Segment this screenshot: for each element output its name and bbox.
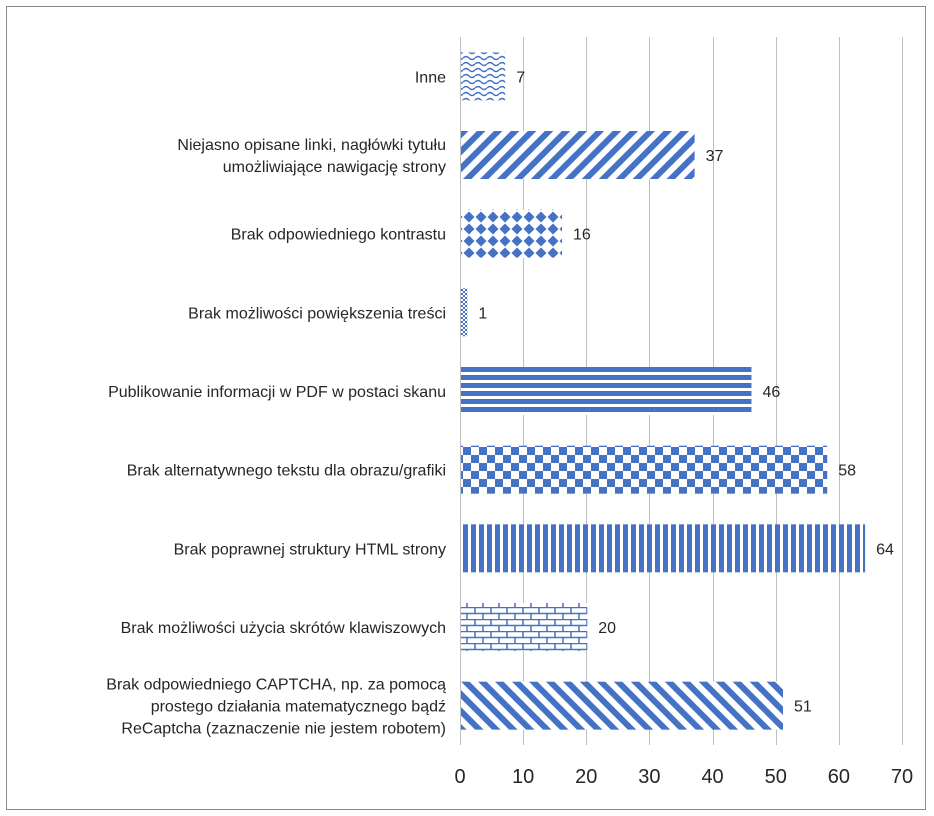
category-label-line: Brak możliwości użycia skrótów klawiszow… [121, 620, 446, 637]
labels: 0 10 20 30 40 50 60 70 7 Inne 37 Niejasno opisane l… [106, 69, 913, 788]
category-label: Brak odpowiedniego kontrastu [231, 227, 446, 244]
x-tick-label: 50 [765, 766, 787, 788]
category-label-line: umożliwiające nawigację strony [223, 159, 446, 176]
data-label: 20 [598, 620, 616, 637]
bar [461, 131, 695, 179]
category-label: Inne [415, 69, 446, 86]
category-label: Publikowanie informacji w PDF w postaci … [108, 384, 446, 401]
category-label-line: Brak alternatywnego tekstu dla obrazu/gr… [127, 463, 446, 480]
category-label-line: Inne [415, 69, 446, 86]
category-label-line: Publikowanie informacji w PDF w postaci … [108, 384, 446, 401]
bar [461, 209, 563, 258]
data-label: 64 [876, 541, 894, 558]
data-label: 16 [573, 227, 591, 244]
bar [461, 288, 468, 337]
data-label: 1 [478, 305, 487, 322]
category-label-line: Brak odpowiedniego CAPTCHA, np. za pomoc… [106, 677, 446, 694]
data-label: 58 [838, 463, 856, 480]
bar [461, 524, 866, 573]
category-label: Niejasno opisane linki, nagłówki tytułu u… [177, 137, 446, 176]
category-label: Brak odpowiedniego CAPTCHA, np. za pomoc… [106, 677, 446, 738]
data-label: 46 [762, 384, 780, 401]
data-label: 37 [706, 148, 724, 165]
category-label-line: Niejasno opisane linki, nagłówki tytułu [177, 137, 446, 154]
category-label: Brak możliwości powiększenia treści [188, 305, 446, 322]
bars [461, 52, 866, 730]
category-label-line: ReCaptcha (zaznaczenie nie jestem robote… [121, 721, 446, 738]
bar [461, 681, 784, 730]
bar [461, 367, 752, 415]
bar-chart: 0 10 20 30 40 50 60 70 7 Inne 37 Niejasno opisane l… [106, 37, 913, 788]
category-label: Brak możliwości użycia skrótów klawiszow… [121, 620, 446, 637]
category-label: Brak poprawnej struktury HTML strony [174, 541, 446, 558]
category-label-line: Brak możliwości powiększenia treści [188, 305, 446, 322]
category-label-line: Brak odpowiedniego kontrastu [231, 227, 446, 244]
x-tick-label: 10 [512, 766, 534, 788]
data-label: 7 [516, 69, 525, 86]
x-tick-label: 0 [454, 766, 465, 788]
x-tick-label: 70 [891, 766, 913, 788]
bar [461, 603, 588, 651]
category-label-line: prostego działania matematycznego bądź [151, 699, 446, 716]
x-tick-label: 20 [575, 766, 597, 788]
bar [461, 52, 506, 101]
bar [461, 445, 828, 494]
x-tick-label: 40 [701, 766, 723, 788]
x-tick-label: 30 [638, 766, 660, 788]
category-label-line: Brak poprawnej struktury HTML strony [174, 541, 446, 558]
x-tick-label: 60 [828, 766, 850, 788]
category-label: Brak alternatywnego tekstu dla obrazu/gr… [127, 463, 446, 480]
data-label: 51 [794, 699, 812, 716]
chart-frame: 0 10 20 30 40 50 60 70 7 Inne 37 Niejasno opisane l… [6, 6, 926, 810]
